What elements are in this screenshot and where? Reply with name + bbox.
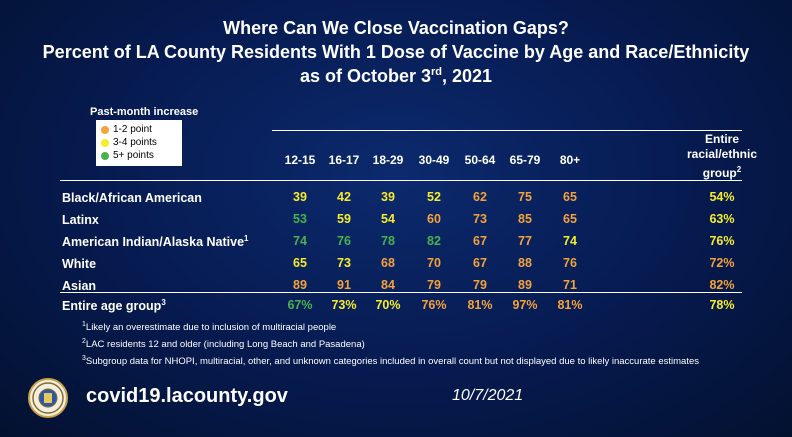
total-row-label: Entire age group3 (62, 298, 166, 314)
table-cell: 67 (473, 234, 487, 248)
table-cell: 88 (518, 256, 532, 270)
title-line-1: Where Can We Close Vaccination Gaps? (223, 18, 569, 38)
footnote-3: 3Subgroup data for NHOPI, multiracial, o… (82, 355, 700, 368)
column-header-2: 18-29 (372, 153, 404, 167)
table-cell: 42 (337, 190, 351, 204)
table-cell: 77 (518, 234, 532, 248)
footnote-2: 2LAC residents 12 and older (including L… (82, 338, 365, 351)
orange-dot-icon (101, 125, 109, 134)
yellow-dot-icon (101, 138, 109, 147)
table-cell: 89 (293, 278, 307, 292)
table-cell: 74 (293, 234, 307, 248)
column-header-1: 16-17 (328, 153, 360, 167)
total-cell: 70% (375, 298, 401, 312)
column-header-4: 50-64 (464, 153, 496, 167)
column-header-6: 80+ (559, 153, 581, 167)
total-cell: 81% (467, 298, 493, 312)
entire-group-cell: 63% (709, 212, 735, 226)
total-cell: 81% (557, 298, 583, 312)
entire-group-header: Entire racial/ethnic group2 (686, 132, 758, 180)
table-cell: 39 (293, 190, 307, 204)
table-cell: 75 (518, 190, 532, 204)
row-label: Latinx (62, 213, 99, 228)
table-cell: 73 (337, 256, 351, 270)
table-cell: 52 (427, 190, 441, 204)
total-row-rule (60, 292, 742, 293)
table-cell: 76 (563, 256, 577, 270)
legend-item-3-4: 3-4 points (101, 136, 177, 149)
table-cell: 68 (381, 256, 395, 270)
legend-title: Past-month increase (90, 106, 199, 118)
total-cell: 76% (421, 298, 447, 312)
entire-group-cell: 72% (709, 256, 735, 270)
row-label: Black/African American (62, 191, 202, 206)
table-cell: 65 (293, 256, 307, 270)
total-entire-cell: 78% (709, 298, 735, 312)
total-cell: 97% (512, 298, 538, 312)
header-bottom-rule (60, 180, 742, 181)
table-cell: 59 (337, 212, 351, 226)
table-cell: 53 (293, 212, 307, 226)
table-cell: 73 (473, 212, 487, 226)
legend-box: 1-2 point 3-4 points 5+ points (96, 120, 182, 166)
column-header-5: 65-79 (509, 153, 541, 167)
column-header-3: 30-49 (418, 153, 450, 167)
website-link[interactable]: covid19.lacounty.gov (86, 385, 288, 407)
county-seal-icon (28, 378, 68, 418)
table-cell: 70 (427, 256, 441, 270)
row-label: American Indian/Alaska Native1 (62, 234, 249, 250)
row-label: Asian (62, 279, 97, 294)
entire-group-cell: 54% (709, 190, 735, 204)
table-cell: 65 (563, 190, 577, 204)
title-line-2: Percent of LA County Residents With 1 Do… (42, 42, 750, 62)
column-header-0: 12-15 (284, 153, 316, 167)
table-cell: 89 (518, 278, 532, 292)
table-cell: 62 (473, 190, 487, 204)
table-cell: 65 (563, 212, 577, 226)
legend-item-1-2: 1-2 point (101, 123, 177, 136)
entire-group-cell: 82% (709, 278, 735, 292)
table-cell: 71 (563, 278, 577, 292)
footnotes: 1Likely an overestimate due to inclusion… (82, 318, 742, 369)
header-top-rule (272, 130, 742, 131)
table-cell: 91 (337, 278, 351, 292)
footnote-1: 1Likely an overestimate due to inclusion… (82, 321, 337, 334)
row-label: White (62, 257, 97, 272)
table-cell: 79 (473, 278, 487, 292)
entire-group-cell: 76% (709, 234, 735, 248)
table-cell: 82 (427, 234, 441, 248)
legend-item-5plus: 5+ points (101, 149, 177, 162)
table-cell: 79 (427, 278, 441, 292)
seal-graphic (32, 382, 64, 414)
table-cell: 74 (563, 234, 577, 248)
table-cell: 85 (518, 212, 532, 226)
total-cell: 67% (287, 298, 313, 312)
date-stamp: 10/7/2021 (452, 387, 524, 404)
table-cell: 67 (473, 256, 487, 270)
table-cell: 60 (427, 212, 441, 226)
table-cell: 76 (337, 234, 351, 248)
title-line-3: as of October 3rd, 2021 (299, 66, 493, 86)
legend: Past-month increase 1-2 point 3-4 points… (90, 106, 198, 166)
table-cell: 84 (381, 278, 395, 292)
green-dot-icon (101, 151, 109, 160)
table-cell: 54 (381, 212, 395, 226)
table-cell: 39 (381, 190, 395, 204)
table-cell: 78 (381, 234, 395, 248)
total-cell: 73% (331, 298, 357, 312)
